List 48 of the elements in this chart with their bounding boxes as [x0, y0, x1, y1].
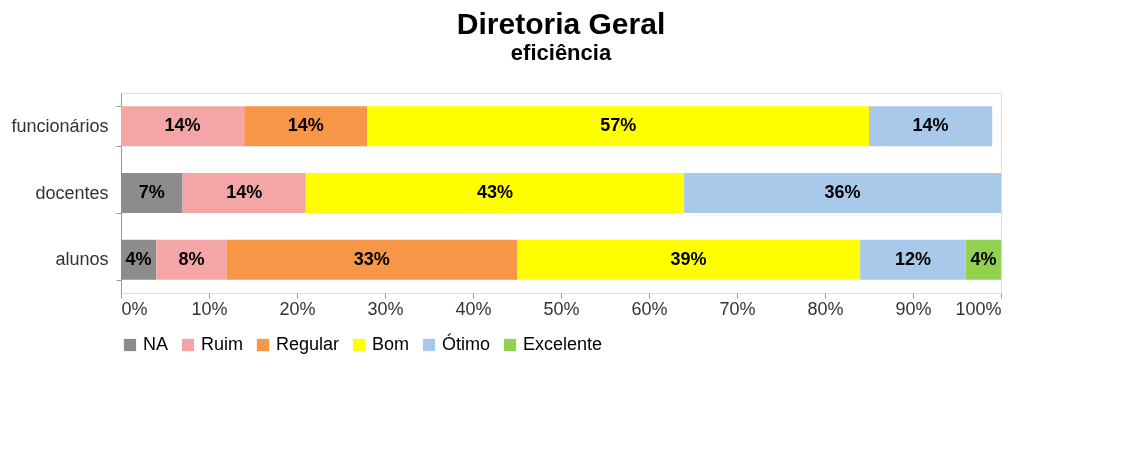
bar — [226, 239, 517, 280]
data-label: 43% — [476, 182, 514, 202]
x-tick-label: 40% — [455, 298, 492, 319]
bar — [860, 239, 966, 280]
legend-label: Bom — [372, 334, 410, 354]
x-tick-label: 10% — [191, 298, 228, 319]
data-label: 7% — [138, 182, 165, 202]
legend-label: Ótimo — [442, 333, 491, 354]
legend-label: Ruim — [201, 334, 244, 354]
y-tick-label: alunos — [55, 249, 109, 270]
data-label: 4% — [970, 248, 997, 269]
data-label: 8% — [178, 248, 205, 269]
data-label: 57% — [600, 115, 637, 136]
x-tick-label: 20% — [279, 298, 316, 319]
bar — [156, 239, 227, 280]
x-tick-label: 0% — [121, 298, 148, 319]
data-label: 14% — [226, 182, 263, 202]
bar — [305, 173, 685, 213]
bar — [517, 239, 861, 280]
chart-title: Diretoria Geral — [456, 7, 666, 40]
legend-label: NA — [143, 334, 169, 354]
x-tick-label: 60% — [631, 298, 668, 319]
data-label: 14% — [912, 115, 949, 136]
data-label: 14% — [164, 115, 201, 136]
bar — [684, 173, 1001, 213]
x-tick-label: 50% — [543, 298, 580, 319]
bar — [121, 173, 183, 213]
data-label: 33% — [353, 248, 390, 269]
x-tick-label: 90% — [895, 298, 932, 319]
chart-subtitle: eficiência — [510, 40, 612, 65]
bar — [367, 106, 869, 147]
x-tick-label: 100% — [955, 298, 1002, 319]
data-label: 12% — [894, 248, 932, 269]
x-tick-label: 80% — [807, 298, 844, 319]
data-label: 39% — [670, 248, 707, 269]
bar — [869, 106, 993, 147]
bar — [244, 106, 368, 147]
x-tick-label: 30% — [367, 298, 404, 319]
legend-label: Excelente — [523, 334, 603, 354]
bar — [121, 106, 245, 147]
x-tick-label: 70% — [719, 298, 756, 319]
legend-label: Regular — [276, 334, 340, 354]
data-label: 14% — [287, 115, 324, 136]
y-tick-label: docentes — [35, 182, 109, 203]
y-tick-label: funcionários — [11, 115, 109, 136]
data-label: 36% — [824, 182, 861, 202]
data-label: 4% — [125, 248, 152, 269]
bar — [182, 173, 306, 213]
